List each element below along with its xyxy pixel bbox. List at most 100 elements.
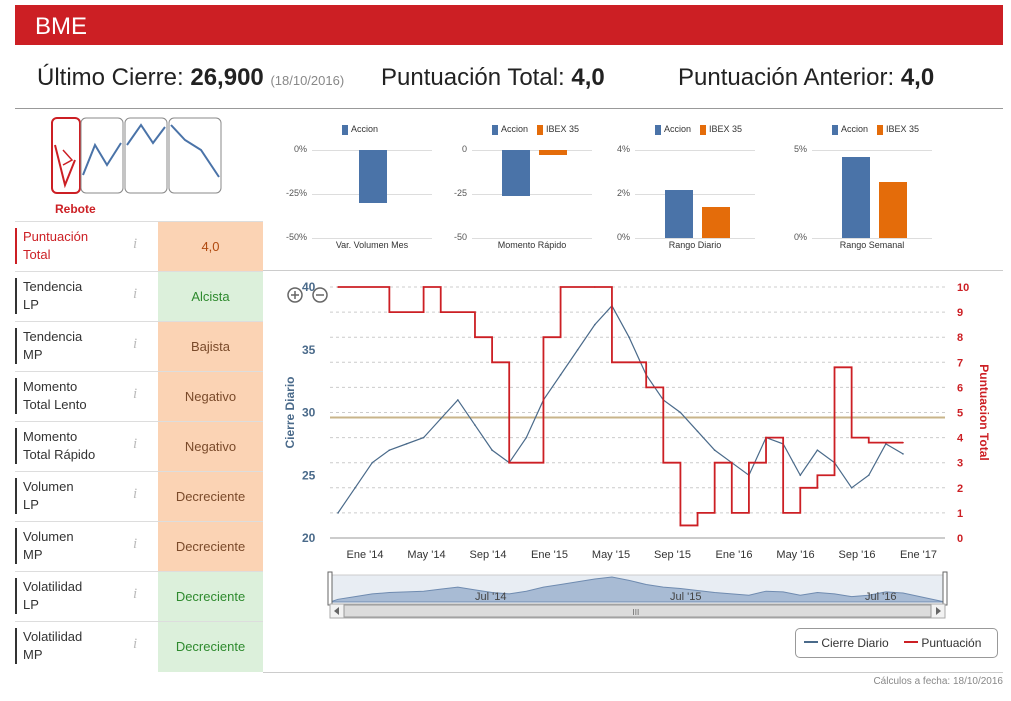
mini-bar[interactable] bbox=[539, 150, 567, 156]
cierre-point bbox=[405, 443, 408, 445]
indicator-value: Bajista bbox=[158, 322, 263, 372]
puntuacion-point bbox=[422, 286, 425, 288]
mini-legend-item[interactable]: IBEX 35 bbox=[877, 124, 919, 135]
indicator-row: Momento Total Lento i Negativo bbox=[15, 371, 263, 422]
indicator-label: Volatilidad MP bbox=[15, 628, 123, 664]
chart-legend[interactable]: Cierre Diario Puntuación bbox=[795, 628, 998, 658]
mini-bar[interactable] bbox=[702, 207, 730, 238]
mini-tick: 5% bbox=[793, 144, 807, 154]
y-right-tick: 9 bbox=[957, 307, 963, 319]
legend-cierre-swatch bbox=[804, 641, 818, 643]
mini-gridline bbox=[812, 238, 932, 239]
puntuacion-point bbox=[337, 286, 339, 288]
legend-swatch bbox=[342, 124, 348, 135]
cierre-point bbox=[816, 449, 819, 451]
indicator-row: Tendencia MP i Bajista bbox=[15, 321, 263, 372]
navigator-handle-right[interactable] bbox=[942, 571, 948, 606]
mini-gridline bbox=[635, 194, 755, 195]
y-left-tick: 30 bbox=[302, 406, 316, 420]
puntuacion-point bbox=[474, 336, 476, 338]
mini-tick: 4% bbox=[616, 144, 630, 154]
info-icon[interactable]: i bbox=[133, 286, 138, 302]
indicator-row: Momento Total Rápido i Negativo bbox=[15, 421, 263, 472]
puntuacion-point bbox=[799, 487, 802, 489]
indicator-row: Volatilidad LP i Decreciente bbox=[15, 571, 263, 622]
y-left-tick: 25 bbox=[302, 468, 316, 482]
mini-tick: 2% bbox=[616, 188, 630, 198]
legend-swatch bbox=[655, 124, 661, 135]
info-icon[interactable]: i bbox=[133, 536, 138, 552]
indicator-row: Volumen LP i Decreciente bbox=[15, 471, 263, 522]
mini-tick: 0% bbox=[793, 232, 807, 242]
info-icon[interactable]: i bbox=[133, 586, 138, 602]
header-bar: BME bbox=[15, 5, 1003, 45]
info-icon[interactable]: i bbox=[133, 236, 138, 252]
mini-gridline bbox=[635, 238, 755, 239]
y-right-tick: 1 bbox=[957, 508, 963, 520]
mini-gridline bbox=[472, 238, 592, 239]
navigator-tick: Jul '16 bbox=[865, 591, 896, 603]
y-right-tick: 3 bbox=[957, 458, 963, 470]
mini-tick: -25 bbox=[453, 188, 467, 198]
y-right-tick: 10 bbox=[957, 282, 969, 294]
x-tick: May '14 bbox=[407, 549, 445, 561]
cierre-point bbox=[628, 336, 630, 338]
mini-gridline bbox=[812, 150, 932, 151]
mini-tick: -25% bbox=[285, 188, 307, 198]
pattern-label: Rebote bbox=[55, 202, 96, 216]
info-icon[interactable]: i bbox=[133, 436, 138, 452]
navigator-handle-left[interactable] bbox=[327, 571, 333, 606]
x-tick: May '15 bbox=[592, 549, 630, 561]
mini-bar[interactable] bbox=[842, 157, 870, 238]
mini-legend-item[interactable]: Accion bbox=[832, 124, 868, 135]
info-icon[interactable]: i bbox=[133, 386, 138, 402]
mini-title: Rango Semanal bbox=[839, 240, 905, 250]
indicator-row: Puntuación Total i 4,0 bbox=[15, 221, 263, 272]
puntuacion-point bbox=[559, 286, 562, 288]
y-right-tick: 2 bbox=[957, 483, 963, 495]
cierre-point bbox=[713, 449, 716, 451]
mini-legend-item[interactable]: Accion bbox=[492, 124, 528, 135]
mini-legend-item[interactable]: IBEX 35 bbox=[700, 124, 742, 135]
legend-cierre[interactable]: Cierre Diario bbox=[804, 636, 889, 650]
x-tick: Ene '17 bbox=[900, 549, 937, 561]
cierre-point bbox=[388, 449, 391, 451]
footer-date: Cálculos a fecha: 18/10/2016 bbox=[873, 676, 1003, 687]
indicator-label: Volatilidad LP bbox=[15, 578, 123, 614]
ultimo-cierre: Último Cierre: 26,900 (18/10/2016) bbox=[37, 64, 345, 91]
info-icon[interactable]: i bbox=[133, 486, 138, 502]
mini-legend-item[interactable]: Accion bbox=[655, 124, 691, 135]
mini-legend-item[interactable]: IBEX 35 bbox=[537, 124, 579, 135]
mini-bar[interactable] bbox=[502, 150, 530, 196]
scrollbar-thumb[interactable] bbox=[343, 604, 932, 618]
y-left-tick: 35 bbox=[302, 343, 316, 357]
puntuacion-point bbox=[439, 311, 442, 313]
scroll-right-icon[interactable] bbox=[936, 607, 941, 615]
indicator-row: Tendencia LP i Alcista bbox=[15, 271, 263, 322]
scroll-left-icon[interactable] bbox=[334, 607, 339, 615]
indicator-label: Volumen LP bbox=[15, 478, 123, 514]
legend-puntuacion[interactable]: Puntuación bbox=[904, 636, 981, 650]
cierre-point bbox=[696, 430, 699, 433]
series-cierre-line bbox=[337, 304, 904, 514]
mini-chart: Accion IBEX 35 0 -25 -50 Momento Rápido bbox=[447, 118, 607, 260]
mini-bar[interactable] bbox=[879, 181, 907, 238]
x-tick: Sep '16 bbox=[839, 549, 876, 561]
indicator-label: Puntuación Total bbox=[15, 228, 123, 264]
y-right-tick: 7 bbox=[957, 357, 963, 369]
puntuacion-point bbox=[388, 311, 391, 313]
mini-bar[interactable] bbox=[359, 150, 387, 203]
indicator-label: Tendencia LP bbox=[15, 278, 123, 314]
puntuacion-total: Puntuación Total: 4,0 bbox=[381, 64, 605, 91]
indicator-value: Decreciente bbox=[158, 522, 263, 572]
cierre-point bbox=[867, 474, 870, 477]
mini-legend-item[interactable]: Accion bbox=[342, 124, 378, 135]
mini-bar[interactable] bbox=[665, 189, 693, 238]
info-icon[interactable]: i bbox=[133, 636, 138, 652]
page-title: BME bbox=[35, 13, 88, 40]
indicator-value: Negativo bbox=[158, 422, 263, 472]
indicator-row: Volumen MP i Decreciente bbox=[15, 521, 263, 572]
info-icon[interactable]: i bbox=[133, 336, 138, 352]
puntuacion-point bbox=[611, 361, 613, 364]
puntuacion-point bbox=[542, 336, 545, 338]
